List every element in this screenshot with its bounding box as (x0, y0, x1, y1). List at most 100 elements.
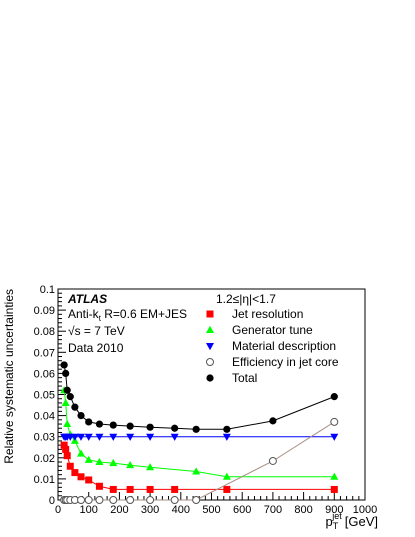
y-tick-label: 0.04 (34, 411, 55, 423)
data-point (63, 419, 72, 428)
legend-marker (206, 310, 214, 318)
legend-marker (206, 343, 214, 351)
legend-label: Efficiency in jet core (232, 355, 339, 369)
data-point (126, 433, 135, 441)
legend-marker (206, 358, 214, 366)
data-point (171, 485, 179, 493)
x-tick-label: 1000 (353, 504, 377, 516)
x-axis-title: pTjet [GeV] (326, 511, 379, 531)
data-point (268, 456, 277, 465)
y-tick-label: 0.09 (34, 305, 55, 317)
legend-marker (206, 325, 214, 333)
data-point (77, 449, 86, 457)
data-point (223, 425, 231, 433)
legend-item: Efficiency in jet core (206, 355, 339, 369)
data-point (171, 424, 179, 432)
algorithm-prefix: Anti-k (68, 307, 100, 321)
x-axis-title-p: p (326, 514, 333, 529)
data-point (62, 445, 70, 453)
y-tick-label: 0.08 (34, 326, 55, 338)
y-axis-title: Relative systematic uncertainties (2, 289, 16, 464)
y-tick-label: 0.07 (34, 347, 55, 359)
data-point (60, 361, 68, 369)
data-point (192, 496, 201, 504)
data-point (146, 433, 155, 441)
experiment-label: ATLAS (67, 292, 107, 306)
data-point (95, 482, 103, 490)
eta-range-label: 1.2≤|η|<1.7 (216, 292, 276, 306)
data-point (71, 403, 79, 411)
data-point (95, 496, 104, 504)
legend-label: Total (232, 371, 257, 385)
algorithm-rest: R=0.6 EM+JES (101, 307, 187, 321)
series-line (64, 421, 335, 501)
x-axis-title-sub: T (333, 521, 339, 531)
y-tick-label: 0.06 (34, 368, 55, 380)
x-tick-label: 700 (264, 504, 282, 516)
x-axis-title-unit: [GeV] (345, 514, 378, 529)
x-tick-label: 600 (233, 504, 251, 516)
y-tick-label: 0.1 (40, 284, 55, 296)
data-point (109, 458, 118, 467)
x-tick-label: 300 (141, 504, 159, 516)
data-point (63, 452, 71, 460)
data-point (95, 420, 104, 428)
data-point (71, 469, 79, 477)
data-point (223, 485, 231, 493)
series-efficiency-in-jet-core (60, 417, 339, 504)
legend-item: Jet resolution (206, 307, 303, 321)
series-layer (60, 361, 339, 504)
x-tick-label: 400 (172, 504, 190, 516)
data-point (126, 485, 134, 493)
legend-item: Total (206, 371, 257, 385)
data-point (95, 433, 104, 441)
data-point (109, 485, 117, 493)
series-line (63, 444, 335, 490)
data-point (330, 472, 339, 480)
energy-label: √s = 7 TeV (68, 324, 125, 338)
x-tick-label: 200 (110, 504, 128, 516)
series-jet-resolution (60, 441, 338, 493)
data-point (222, 472, 231, 480)
data-point (77, 473, 85, 481)
data-point (146, 485, 154, 493)
data-point (126, 422, 134, 430)
series-line (63, 390, 335, 478)
x-tick-label: 500 (202, 504, 220, 516)
data-point (126, 496, 135, 504)
data-point (84, 455, 93, 463)
data-point (192, 467, 201, 475)
data-point (66, 393, 74, 401)
data-point (109, 433, 118, 441)
legend-marker (206, 374, 214, 382)
data-point (109, 496, 118, 504)
data-point (70, 433, 79, 441)
x-tick-label: 900 (325, 504, 343, 516)
data-point (170, 496, 179, 504)
data-point (85, 476, 93, 484)
data-point (170, 433, 179, 441)
series-total (60, 361, 338, 433)
y-tick-label: 0.02 (34, 453, 55, 465)
x-tick-label: 0 (55, 504, 61, 516)
data-point (330, 433, 339, 441)
data-point (84, 433, 93, 441)
series-line (63, 364, 335, 430)
data-point (62, 369, 70, 377)
legend-label: Generator tune (232, 323, 313, 337)
legend-item: Material description (206, 339, 336, 353)
algorithm-subscript: t (99, 314, 102, 323)
axes: 0 0.01 0.02 0.03 0.04 0.05 0.06 0.07 0.08 0.09 0.1… (34, 284, 378, 516)
series-generator-tune (60, 386, 339, 480)
x-tick-label: 800 (294, 504, 312, 516)
data-point (66, 462, 74, 470)
legend-label: Jet resolution (232, 307, 303, 321)
data-point (146, 496, 155, 504)
y-tick-label: 0.05 (34, 390, 55, 402)
data-point (77, 496, 86, 504)
data-point (269, 417, 277, 425)
data-point (77, 433, 86, 441)
x-tick-label: 100 (80, 504, 98, 516)
data-point (126, 460, 135, 469)
